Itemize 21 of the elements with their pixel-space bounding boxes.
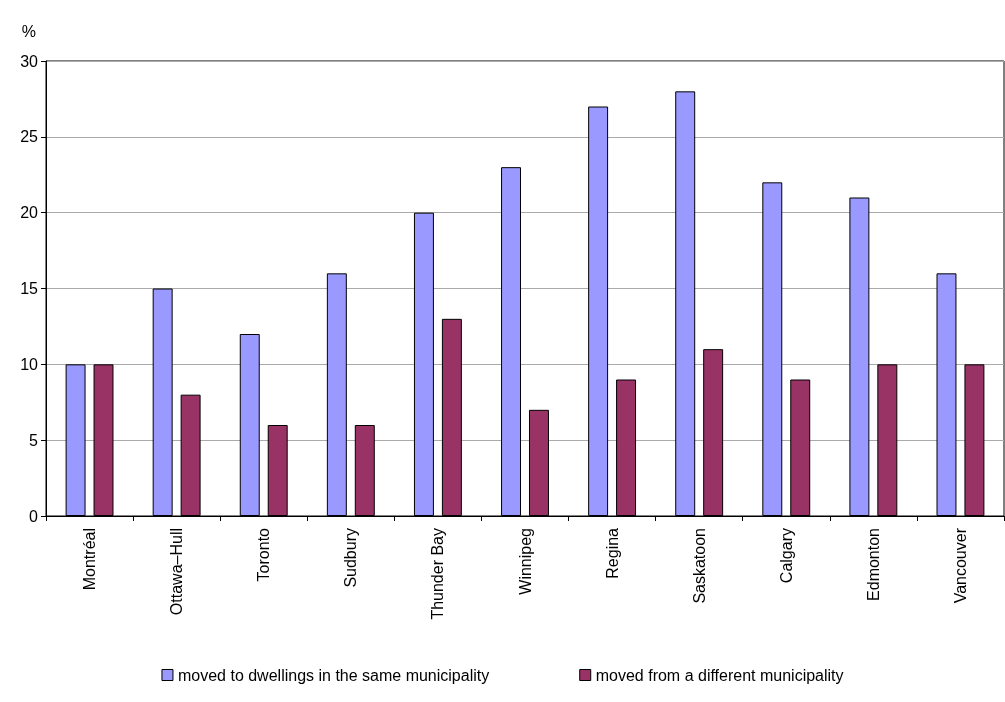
x-tick-label: Saskatoon <box>690 528 708 604</box>
legend-label: moved from a different municipality <box>595 666 844 684</box>
y-tick-label: 20 <box>20 204 39 222</box>
x-tick-label: Toronto <box>255 527 273 582</box>
x-tick-label: Sudbury <box>342 528 360 588</box>
x-tick-label: Regina <box>603 527 621 579</box>
x-tick-label: Ottawa–Hull <box>168 528 186 616</box>
y-tick-label: 10 <box>20 355 39 373</box>
y-tick-label: 5 <box>29 431 39 449</box>
y-tick-label: 15 <box>20 280 39 297</box>
y-tick-label: 0 <box>29 507 39 525</box>
legend-label: moved to dwellings in the same municipality <box>177 666 490 684</box>
x-tick-label: Calgary <box>777 528 795 584</box>
y-axis-title: % <box>21 22 36 40</box>
x-tick-label: Edmonton <box>864 528 882 601</box>
x-tick-label: Vancouver <box>951 527 969 604</box>
x-tick-label: Winnipeg <box>516 528 534 595</box>
y-tick-label: 25 <box>20 128 39 146</box>
y-tick-label: 30 <box>20 52 39 70</box>
x-tick-label: Thunder Bay <box>429 528 447 620</box>
x-tick-label: Montréal <box>81 528 99 591</box>
